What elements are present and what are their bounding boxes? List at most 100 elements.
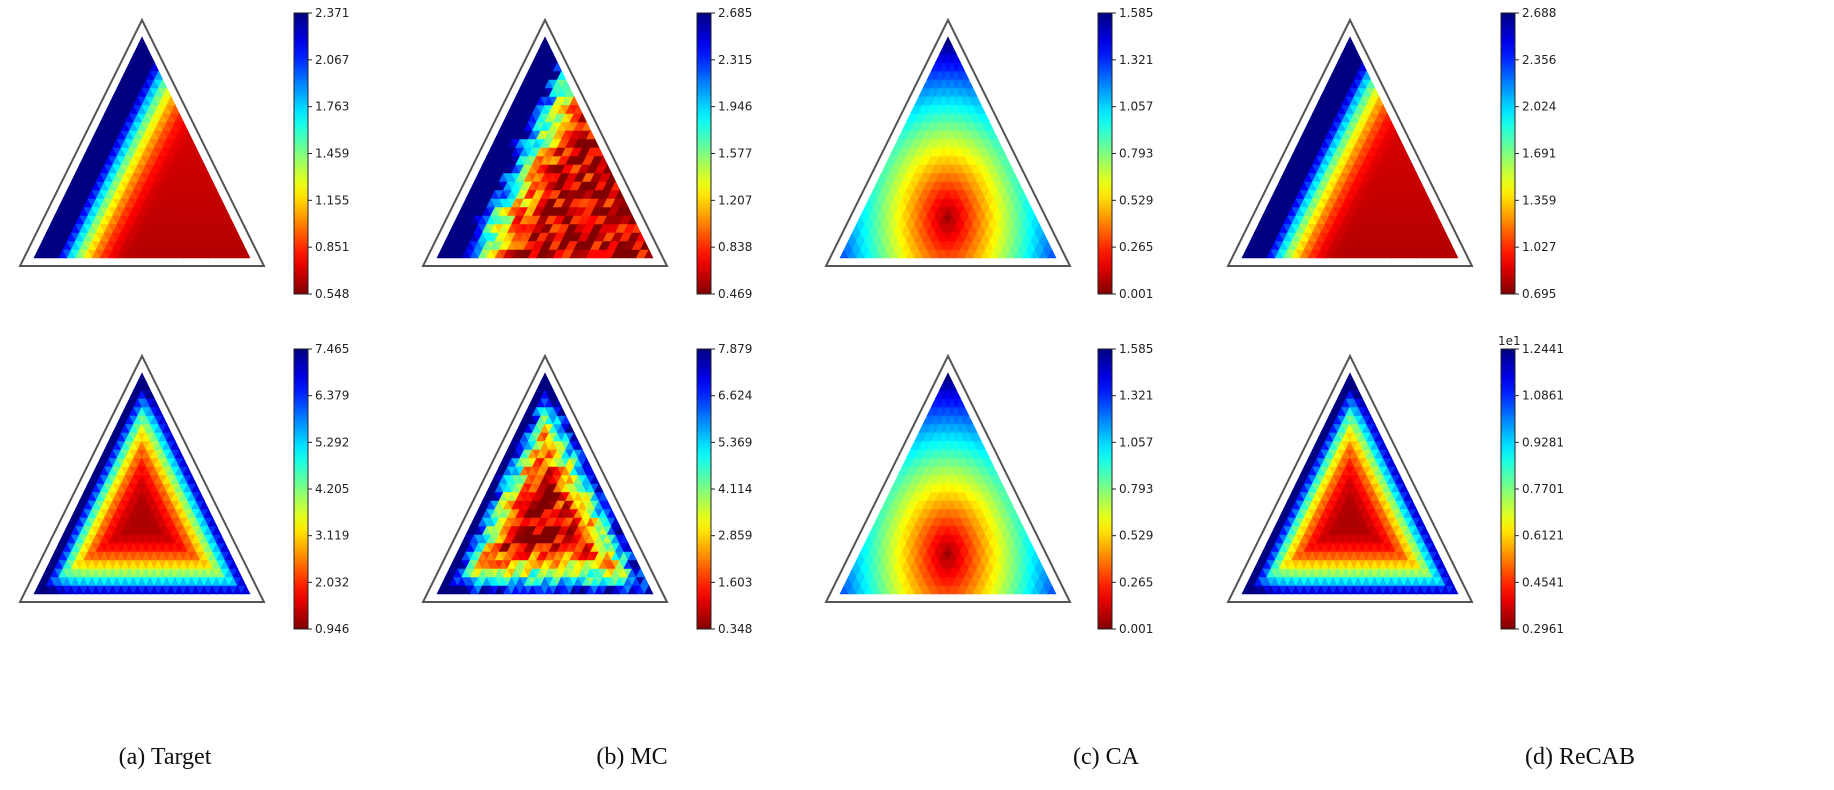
heat-cell bbox=[556, 70, 567, 80]
colorbar-tick-label: 5.369 bbox=[718, 435, 752, 449]
colorbar-tick-label: 1.155 bbox=[315, 193, 349, 207]
heat-cell bbox=[216, 197, 226, 208]
colorbar-tick-label: 3.119 bbox=[315, 529, 349, 543]
heat-cell bbox=[158, 78, 168, 89]
colorbar-tick-label: 1.207 bbox=[718, 193, 752, 207]
colorbar-tick-label: 1.946 bbox=[718, 100, 752, 114]
heat-cell bbox=[631, 223, 642, 233]
heat-cell bbox=[224, 214, 234, 225]
heat-cell bbox=[640, 240, 650, 250]
colorbar-tick-label: 2.024 bbox=[1522, 100, 1556, 114]
heat-cell bbox=[137, 36, 147, 46]
heat-cell bbox=[1345, 36, 1355, 46]
mc-top-outline bbox=[421, 17, 669, 267]
colorbar-tick-label: 2.032 bbox=[315, 575, 349, 589]
heat-cell bbox=[199, 163, 209, 174]
heat-cell bbox=[606, 172, 617, 182]
colorbar-tick-label: 1.763 bbox=[315, 100, 349, 114]
target-bottom-colorbar bbox=[293, 348, 309, 630]
colorbar-tick-label: 6.379 bbox=[315, 389, 349, 403]
heat-cell bbox=[220, 206, 230, 216]
target-top-cells bbox=[33, 36, 251, 259]
mc-bottom-cells bbox=[436, 372, 654, 595]
colorbar-tick-label: 2.067 bbox=[315, 53, 349, 67]
colorbar-tick-label: 2.685 bbox=[718, 6, 752, 20]
heat-cell bbox=[581, 121, 592, 131]
colorbar-tick-label: 5.292 bbox=[315, 435, 349, 449]
colorbar-tick-label: 0.793 bbox=[1119, 482, 1153, 496]
heat-cell bbox=[232, 231, 243, 242]
heat-cell bbox=[540, 36, 550, 46]
colorbar-tick-label: 7.465 bbox=[315, 342, 349, 356]
heat-cell bbox=[195, 155, 205, 165]
colorbar-tick-label: 2.315 bbox=[718, 53, 752, 67]
heat-cell bbox=[635, 231, 646, 242]
colorbar-tick-label: 0.265 bbox=[1119, 575, 1153, 589]
colorbar-tick-label: 2.356 bbox=[1522, 53, 1556, 67]
heat-cell bbox=[552, 61, 563, 72]
heat-cell bbox=[577, 112, 588, 123]
heat-cell bbox=[191, 146, 201, 157]
recab-top-cells bbox=[1241, 36, 1459, 259]
heat-cell bbox=[145, 53, 155, 63]
heat-cell bbox=[619, 197, 629, 208]
heat-cell bbox=[602, 163, 612, 174]
colorbar-tick-label: 0.946 bbox=[315, 622, 349, 636]
heat-cell bbox=[162, 87, 172, 97]
colorbar-tick-label: 0.695 bbox=[1522, 287, 1556, 301]
heat-cell bbox=[544, 44, 554, 55]
colorbar-tick-label: 0.469 bbox=[718, 287, 752, 301]
heat-cell bbox=[170, 104, 180, 114]
heat-cell bbox=[153, 70, 164, 80]
heat-cell bbox=[1345, 372, 1355, 382]
heat-cell bbox=[228, 223, 239, 233]
heat-cell bbox=[627, 214, 637, 225]
heat-cell bbox=[586, 129, 596, 140]
heat-cell bbox=[569, 95, 579, 106]
heat-cell bbox=[943, 372, 953, 382]
colorbar-tick-label: 0.001 bbox=[1119, 287, 1153, 301]
heat-cell bbox=[166, 95, 176, 106]
colorbar-tick-label: 1.321 bbox=[1119, 53, 1153, 67]
colorbar-tick-label: 0.265 bbox=[1119, 240, 1153, 254]
heat-cell bbox=[137, 372, 147, 382]
colorbar-tick-label: 6.624 bbox=[718, 389, 752, 403]
heat-cell bbox=[610, 180, 621, 191]
heat-cell bbox=[187, 138, 197, 148]
colorbar-tick-label: 2.859 bbox=[718, 529, 752, 543]
colorbar-tick-label: 1.027 bbox=[1522, 240, 1556, 254]
heat-cell bbox=[178, 121, 189, 131]
colorbar-tick-label: 1.691 bbox=[1522, 147, 1556, 161]
colorbar-tick-label: 0.348 bbox=[718, 622, 752, 636]
target-top-colorbar bbox=[293, 12, 309, 295]
heat-cell bbox=[212, 189, 222, 199]
mc-top-cells bbox=[436, 36, 654, 259]
target-top-outline bbox=[18, 17, 266, 267]
colorbar-tick-label: 1.459 bbox=[315, 147, 349, 161]
heat-cell bbox=[598, 155, 608, 165]
colorbar-tick-label: 1.577 bbox=[718, 147, 752, 161]
target-bottom-cells bbox=[33, 372, 251, 595]
colorbar-tick-label: 0.548 bbox=[315, 287, 349, 301]
heat-cell bbox=[615, 189, 625, 199]
colorbar-tick-label: 4.114 bbox=[718, 482, 752, 496]
heat-cell bbox=[241, 248, 251, 259]
heat-cell bbox=[644, 248, 654, 259]
colorbar-tick-label: 1.321 bbox=[1119, 389, 1153, 403]
heat-cell bbox=[237, 240, 247, 250]
colorbar-tick-label: 0.793 bbox=[1119, 147, 1153, 161]
heat-cell bbox=[203, 172, 214, 182]
heat-cell bbox=[149, 61, 160, 72]
heat-cell bbox=[943, 36, 953, 46]
ca-bottom-cells bbox=[839, 372, 1057, 595]
colorbar-tick-label: 0.529 bbox=[1119, 193, 1153, 207]
colorbar-tick-label: 1.057 bbox=[1119, 435, 1153, 449]
colorbar-tick-label: 1.585 bbox=[1119, 6, 1153, 20]
colorbar-tick-label: 1.603 bbox=[718, 575, 752, 589]
